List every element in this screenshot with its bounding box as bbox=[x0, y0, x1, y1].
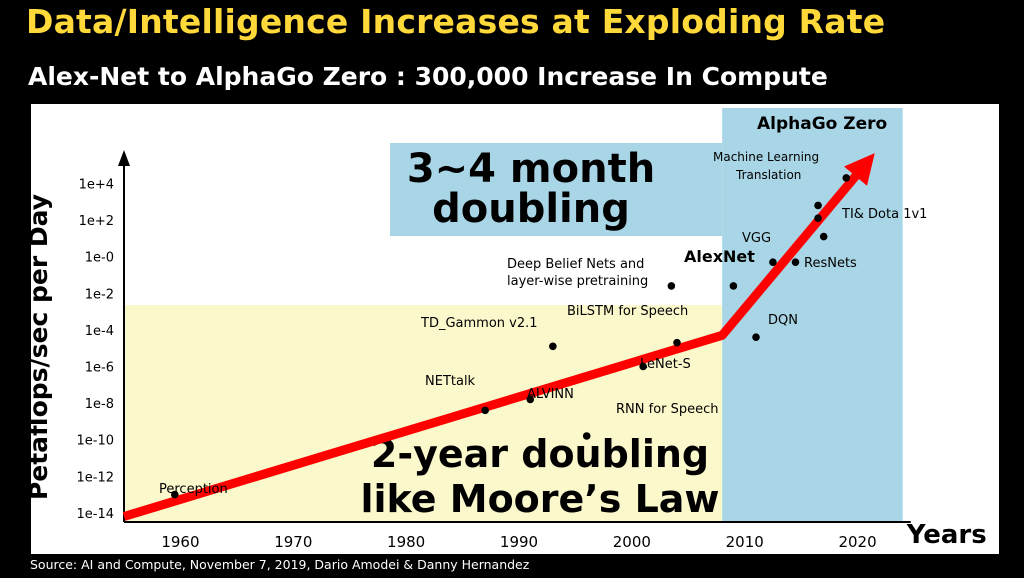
point-label-mlt-line1: Machine Learning bbox=[713, 150, 819, 164]
point-label-td-gammon-v2-1: TD_Gammon v2.1 bbox=[420, 316, 538, 331]
point-label-nettalk: NETtalk bbox=[425, 374, 476, 389]
modern-era-region bbox=[722, 108, 903, 522]
point-bilstm-for-speech bbox=[673, 338, 681, 347]
point-vgg bbox=[769, 258, 777, 266]
x-axis-title: Years bbox=[906, 520, 987, 550]
y-tick-label: 1e-10 bbox=[76, 434, 114, 449]
point-label-alvinn: ALVINN bbox=[527, 387, 574, 402]
x-tick-label-1960: 1960 bbox=[161, 533, 199, 551]
point-label-mlt-line2: Translation bbox=[735, 168, 801, 182]
point-label-perception: Perception bbox=[159, 482, 228, 497]
point-machine-learning-translation bbox=[814, 201, 822, 210]
point-alexnet bbox=[729, 282, 738, 290]
point-label-alphago-zero: AlphaGo Zero bbox=[757, 114, 887, 134]
x-tick-label-1970: 1970 bbox=[274, 533, 312, 551]
point-label-dqn: DQN bbox=[768, 313, 798, 328]
x-tick-label-1980: 1980 bbox=[387, 533, 425, 551]
point-nettalk bbox=[481, 406, 489, 415]
y-tick-label: 1e+4 bbox=[79, 177, 114, 192]
y-tick-label: 1e-14 bbox=[76, 507, 114, 522]
point-labels-group: Perception NETtalk ALVINN RNN for Speech LeN… bbox=[159, 114, 927, 497]
point-label-lenet-s: LeNet-S bbox=[640, 357, 691, 372]
fast-doubling-box bbox=[390, 143, 723, 236]
x-tick-label-2010: 2010 bbox=[726, 533, 764, 551]
point-label-alexnet: AlexNet bbox=[684, 247, 755, 266]
trend-line bbox=[122, 164, 867, 521]
y-tick-label: 1e-4 bbox=[85, 324, 114, 339]
y-axis-title: Petaflops/sec per Day bbox=[31, 194, 53, 500]
x-tick-label-2000: 2000 bbox=[613, 533, 651, 551]
y-tick-label: 1e-0 bbox=[85, 251, 114, 266]
points-group bbox=[170, 174, 851, 499]
compute-growth-chart: 3~4 month doubling 2-year doubling like … bbox=[31, 108, 987, 551]
source-note: Source: AI and Compute, November 7, 2019… bbox=[30, 557, 530, 572]
point-label-resnets: ResNets bbox=[804, 256, 857, 271]
point-lenet-s bbox=[639, 362, 647, 371]
point-deep-belief-nets-and-layer-wise-pretraining bbox=[667, 282, 676, 290]
x-tick-label-2020: 2020 bbox=[838, 533, 876, 551]
trend-group bbox=[122, 153, 875, 521]
point-label-vgg: VGG bbox=[742, 231, 771, 246]
point-label-dbn-line2: layer-wise pretraining bbox=[507, 274, 648, 289]
point-rnn-for-speech bbox=[582, 432, 591, 440]
point-ti-dota-1v1 bbox=[819, 232, 828, 241]
fast-doubling-label-line1: 3~4 month bbox=[407, 146, 655, 192]
point-alphago-zero bbox=[842, 174, 851, 182]
point-dqn bbox=[752, 333, 760, 341]
slide-title: Data/Intelligence Increases at Exploding… bbox=[26, 2, 886, 41]
y-tick-label: 1e-8 bbox=[85, 397, 114, 412]
slide-subtitle: Alex-Net to AlphaGo Zero : 300,000 Incre… bbox=[28, 62, 828, 91]
slow-doubling-label-line2: like Moore’s Law bbox=[360, 477, 719, 521]
point-alvinn bbox=[526, 395, 535, 404]
slow-doubling-label-line1: 2-year doubling bbox=[371, 432, 709, 476]
point-label-bilstm-for-speech: BiLSTM for Speech bbox=[567, 304, 688, 319]
y-tick-label: 1e-6 bbox=[85, 360, 114, 375]
trend-arrowhead bbox=[844, 153, 875, 186]
point-label-ti-dota-1v1: TI& Dota 1v1 bbox=[841, 207, 927, 222]
point-label-dbn-line1: Deep Belief Nets and bbox=[507, 257, 644, 272]
point-resnets bbox=[791, 258, 800, 266]
y-tick-label: 1e-2 bbox=[85, 287, 114, 302]
point-perception bbox=[170, 490, 179, 499]
y-axis-arrow bbox=[118, 150, 130, 166]
y-tick-label: 1e+2 bbox=[79, 214, 114, 229]
point-td-gammon-v2-1 bbox=[549, 342, 557, 351]
x-tick-label-1990: 1990 bbox=[500, 533, 538, 551]
y-tick-label: 1e-12 bbox=[76, 470, 114, 485]
x-tick-group: 1960 1970 1980 1990 2000 2010 2020 Years bbox=[161, 520, 986, 551]
point-label-rnn-for-speech: RNN for Speech bbox=[616, 402, 719, 417]
fast-doubling-label-line2: doubling bbox=[432, 186, 630, 232]
point-machine-learning-translation-2- bbox=[814, 214, 822, 223]
y-tick-group: 1e+4 1e+2 1e-0 1e-2 1e-4 1e-6 1e-8 1e-10 1e-12 1e… bbox=[76, 177, 114, 521]
